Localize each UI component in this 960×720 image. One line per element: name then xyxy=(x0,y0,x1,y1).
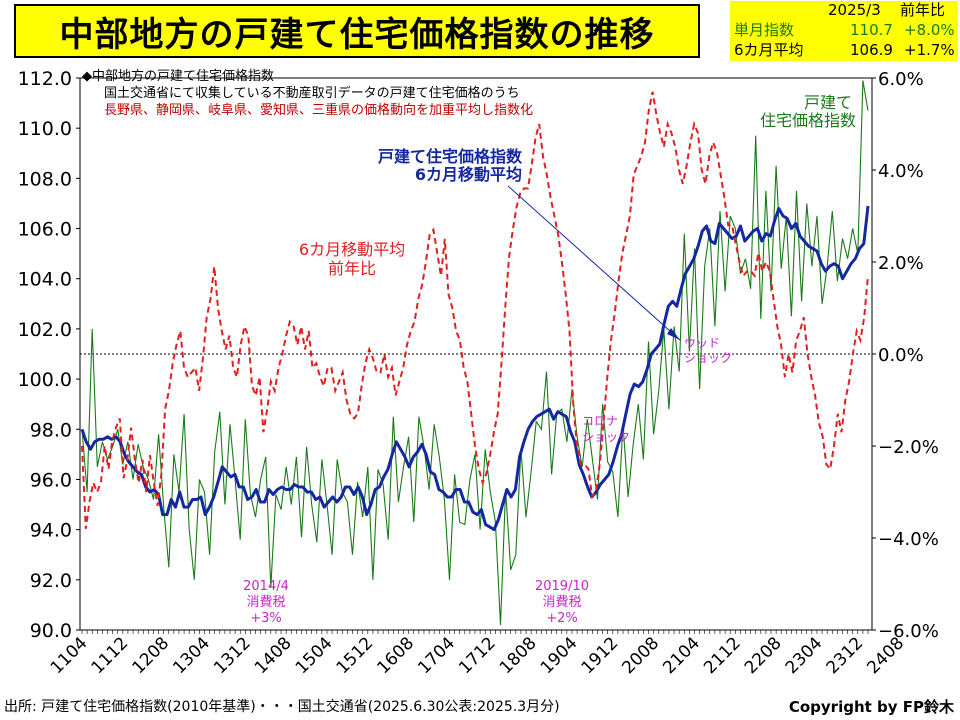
x-axis-label: 1608 xyxy=(373,633,418,678)
right-axis-label: −2.0% xyxy=(878,437,939,458)
note-line-3: 長野県、静岡県、岐阜県、愛知県、三重県の価格動向を加重平均し指数化 xyxy=(104,102,533,118)
x-axis-label: 1912 xyxy=(578,633,623,678)
left-axis-label: 96.0 xyxy=(30,469,72,491)
left-axis-label: 110.0 xyxy=(18,118,72,140)
stat-avg-row: 6カ月平均 106.9 +1.7% xyxy=(734,41,955,60)
x-axis-label-group: 1504 xyxy=(292,633,337,678)
tax-2014-date: 2014/4 xyxy=(243,579,289,594)
x-axis-label: 2304 xyxy=(782,633,827,678)
wood-shock-label-2: ショック xyxy=(684,351,732,365)
x-axis-label-group: 1408 xyxy=(251,633,296,678)
red-series-label-2: 前年比 xyxy=(328,259,376,278)
blue-series-label-1: 戸建て住宅価格指数 xyxy=(378,147,523,166)
stat-avg-label: 6カ月平均 xyxy=(734,41,804,59)
x-axis-label-group: 1904 xyxy=(537,633,582,678)
x-axis-label: 1512 xyxy=(333,633,378,678)
right-axis-label: 6.0% xyxy=(878,69,924,90)
x-axis-label-group: 2008 xyxy=(618,633,663,678)
x-axis-label-group: 2208 xyxy=(741,633,786,678)
stat-yoy-header: 前年比 xyxy=(900,1,946,19)
tax-2014-label: 消費税 xyxy=(246,595,285,610)
x-axis-label-group: 1704 xyxy=(414,633,459,678)
x-axis-label: 2208 xyxy=(741,633,786,678)
x-axis-label-group: 2304 xyxy=(782,633,827,678)
right-axis-label: 2.0% xyxy=(878,253,924,274)
left-axis-label: 104.0 xyxy=(18,269,72,291)
x-axis-label: 1112 xyxy=(88,633,133,678)
x-axis-label-group: 1208 xyxy=(128,633,173,678)
blue-label-arrowhead xyxy=(667,328,680,340)
left-axis-label: 98.0 xyxy=(30,419,72,441)
blue-label-leader xyxy=(507,185,681,341)
stat-monthly-yoy: +8.0% xyxy=(904,21,955,39)
green-series-label-1: 戸建て xyxy=(804,93,852,112)
stat-avg-yoy: +1.7% xyxy=(904,41,955,59)
x-axis-label: 2112 xyxy=(700,633,745,678)
yoy-change-line xyxy=(81,91,869,529)
stat-header-row: 2025/3 前年比 xyxy=(734,1,954,20)
x-axis-label-group: 1712 xyxy=(455,633,500,678)
tax-2019-rate: +2% xyxy=(546,611,578,626)
stat-monthly-row: 単月指数 110.7 +8.0% xyxy=(734,21,955,40)
note-line-2: 国土交通省にて収集している不動産取引データの戸建て住宅価格のうち xyxy=(104,85,520,101)
right-axis-label: −4.0% xyxy=(878,529,939,550)
right-axis-label: 4.0% xyxy=(878,161,924,182)
x-axis-label-group: 1912 xyxy=(578,633,623,678)
x-axis-label-group: 2312 xyxy=(823,633,868,678)
monthly-index-line xyxy=(81,80,869,626)
blue-series-label-2: 6カ月移動平均 xyxy=(415,165,522,184)
stat-period: 2025/3 xyxy=(828,1,881,19)
note-line-1: ◆中部地方の戸建て住宅価格指数 xyxy=(82,68,274,84)
right-axis-label: 0.0% xyxy=(878,345,924,366)
x-axis-label: 1408 xyxy=(251,633,296,678)
x-axis-label-group: 2104 xyxy=(659,633,704,678)
left-axis-label: 94.0 xyxy=(30,520,72,542)
corona-shock-label-1: コロナ xyxy=(582,414,618,428)
left-axis-label: 108.0 xyxy=(18,168,72,190)
left-axis-label: 100.0 xyxy=(18,369,72,391)
stat-avg-value: 106.9 xyxy=(850,41,893,59)
x-axis-label: 2312 xyxy=(823,633,868,678)
green-series-label-2: 住宅価格指数 xyxy=(760,111,856,130)
x-axis-label: 1904 xyxy=(537,633,582,678)
wood-shock-label-1: ウッド xyxy=(684,336,720,350)
moving-average-line xyxy=(80,205,870,532)
left-axis-label: 92.0 xyxy=(30,570,72,592)
x-axis-label: 1504 xyxy=(292,633,337,678)
chart-title: 中部地方の戸建て住宅価格指数の推移 xyxy=(14,4,700,58)
red-series-label-1: 6カ月移動平均 xyxy=(299,240,405,259)
x-axis-label: 2008 xyxy=(618,633,663,678)
tax-2014-rate: +3% xyxy=(250,611,282,626)
x-axis-label-group: 1808 xyxy=(496,633,541,678)
corona-shock-label-2: ショック xyxy=(582,430,630,444)
x-axis-label-group: 1512 xyxy=(333,633,378,678)
left-axis-label: 112.0 xyxy=(18,68,72,90)
x-axis-label-group: 2112 xyxy=(700,633,745,678)
source-note: 出所: 戸建て住宅価格指数(2010年基準)・・・国土交通省(2025.6.30… xyxy=(4,699,560,715)
stat-monthly-label: 単月指数 xyxy=(734,21,795,39)
copyright: Copyright by FP鈴木 xyxy=(788,698,954,716)
x-axis-label-group: 1304 xyxy=(169,633,214,678)
x-axis-label-group: 1608 xyxy=(373,633,418,678)
tax-2019-label: 消費税 xyxy=(542,595,581,610)
x-axis-label: 2104 xyxy=(659,633,704,678)
x-axis-label: 1808 xyxy=(496,633,541,678)
left-axis-label: 106.0 xyxy=(18,219,72,241)
left-axis-label: 102.0 xyxy=(18,319,72,341)
x-axis-label: 1312 xyxy=(210,633,255,678)
left-axis-label: 90.0 xyxy=(30,620,72,642)
x-axis-label: 1208 xyxy=(128,633,173,678)
stat-monthly-value: 110.7 xyxy=(850,21,893,39)
stat-summary-box: 2025/3 前年比 単月指数 110.7 +8.0% 6カ月平均 106.9 … xyxy=(730,1,958,61)
x-axis-label-group: 1312 xyxy=(210,633,255,678)
x-axis-label: 1704 xyxy=(414,633,459,678)
x-axis-label: 1712 xyxy=(455,633,500,678)
right-axis-label: −6.0% xyxy=(878,621,939,642)
tax-2019-date: 2019/10 xyxy=(535,579,589,594)
x-axis-label: 1304 xyxy=(169,633,214,678)
x-axis-label-group: 1112 xyxy=(88,633,133,678)
